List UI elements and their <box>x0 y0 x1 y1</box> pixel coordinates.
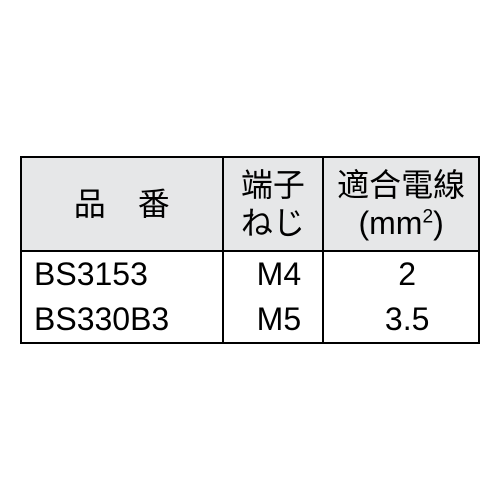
header-part-no-label: 品 番 <box>74 186 170 222</box>
table-row: BS3153 M4 2 <box>21 251 479 297</box>
header-terminal-screw-line1: 端子 <box>241 167 305 203</box>
cell-screw: M5 <box>223 297 324 343</box>
cell-wire: 2 <box>323 251 479 297</box>
header-wire-line2-post: ) <box>433 205 444 241</box>
header-wire-line2-pre: (mm <box>358 205 422 241</box>
cell-screw: M4 <box>223 251 324 297</box>
header-wire: 適合電線 (mm2) <box>323 157 479 252</box>
header-row: 品 番 端子 ねじ 適合電線 (mm2) <box>21 157 479 252</box>
header-terminal-screw: 端子 ねじ <box>223 157 324 252</box>
header-wire-line1: 適合電線 <box>337 167 465 203</box>
cell-wire: 3.5 <box>323 297 479 343</box>
cell-part-no: BS3153 <box>21 251 223 297</box>
header-part-no: 品 番 <box>21 157 223 252</box>
table-body: BS3153 M4 2 BS330B3 M5 3.5 <box>21 251 479 343</box>
table-container: 品 番 端子 ねじ 適合電線 (mm2) BS3153 M4 2 BS330B3 <box>0 0 500 500</box>
header-terminal-screw-line2: ねじ <box>241 205 305 241</box>
table-row: BS330B3 M5 3.5 <box>21 297 479 343</box>
spec-table: 品 番 端子 ねじ 適合電線 (mm2) BS3153 M4 2 BS330B3 <box>20 156 480 345</box>
header-wire-sup: 2 <box>422 206 433 227</box>
cell-part-no: BS330B3 <box>21 297 223 343</box>
